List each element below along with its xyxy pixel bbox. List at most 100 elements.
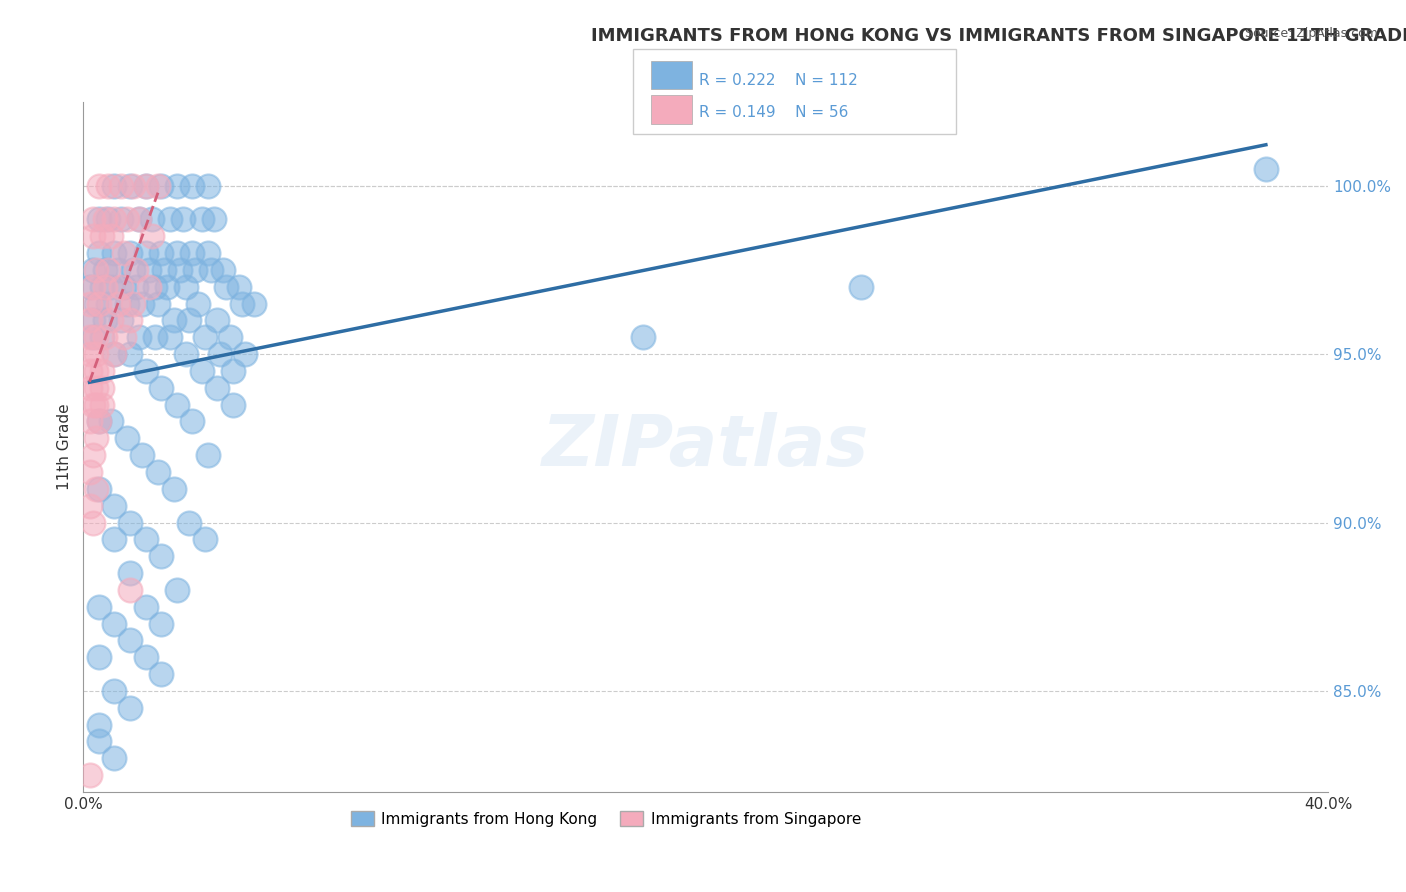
Point (190, 212, 212, 227)
Point (118, 633, 141, 648)
Point (118, 582, 141, 597)
Point (172, 212, 194, 227)
Point (115, 212, 138, 227)
Point (131, 296, 153, 310)
Point (200, 263, 222, 277)
Point (187, 296, 209, 310)
Point (150, 616, 173, 631)
Point (79, 768, 101, 782)
Point (82, 229, 104, 244)
Point (194, 330, 217, 344)
Point (115, 431, 138, 445)
Point (84, 482, 107, 496)
Point (135, 599, 157, 614)
Point (194, 533, 217, 547)
Point (79, 313, 101, 327)
Point (91, 279, 114, 293)
Point (110, 178, 132, 193)
Text: IMMIGRANTS FROM HONG KONG VS IMMIGRANTS FROM SINGAPORE 11TH GRADE CORRELATION CH: IMMIGRANTS FROM HONG KONG VS IMMIGRANTS … (591, 27, 1406, 45)
Point (94, 279, 117, 293)
Point (181, 415, 204, 429)
Point (79, 347, 101, 361)
Point (122, 296, 145, 310)
Point (103, 347, 125, 361)
Point (221, 364, 243, 378)
Point (91, 364, 114, 378)
Point (79, 296, 101, 310)
Point (87, 178, 110, 193)
Point (218, 330, 240, 344)
Point (100, 313, 122, 327)
Point (82, 313, 104, 327)
Point (118, 566, 141, 580)
Legend: Immigrants from Hong Kong, Immigrants from Singapore: Immigrants from Hong Kong, Immigrants fr… (344, 805, 868, 832)
Point (633, 330, 655, 344)
Point (87, 717, 110, 731)
Point (79, 415, 101, 429)
Point (84, 431, 107, 445)
Point (205, 381, 228, 395)
Point (146, 465, 169, 479)
Point (84, 364, 107, 378)
Point (143, 330, 166, 344)
Point (79, 465, 101, 479)
Point (169, 263, 191, 277)
Text: R = 0.222    N = 112: R = 0.222 N = 112 (699, 72, 858, 87)
Text: R = 0.149    N = 56: R = 0.149 N = 56 (699, 105, 848, 120)
Point (177, 516, 200, 530)
Point (205, 313, 228, 327)
Point (135, 364, 157, 378)
Point (181, 246, 204, 260)
Point (94, 330, 117, 344)
Point (128, 212, 150, 227)
Point (87, 212, 110, 227)
Point (215, 279, 238, 293)
Point (184, 263, 207, 277)
Point (110, 279, 132, 293)
Point (87, 482, 110, 496)
Text: ZIPatlas: ZIPatlas (543, 412, 869, 482)
Point (197, 178, 219, 193)
Point (110, 313, 132, 327)
Point (128, 212, 150, 227)
Text: Source: ZipAtlas.com: Source: ZipAtlas.com (1244, 27, 1378, 40)
Point (118, 313, 141, 327)
Point (87, 246, 110, 260)
Point (162, 482, 184, 496)
Point (79, 364, 101, 378)
Point (174, 347, 197, 361)
Point (112, 246, 135, 260)
Point (166, 398, 188, 412)
Point (159, 330, 181, 344)
Point (135, 178, 157, 193)
Point (221, 398, 243, 412)
Point (166, 582, 188, 597)
Point (100, 229, 122, 244)
Point (103, 616, 125, 631)
Point (103, 347, 125, 361)
Point (162, 313, 184, 327)
Point (97, 178, 120, 193)
Y-axis label: 11th Grade: 11th Grade (58, 403, 72, 490)
Point (107, 263, 129, 277)
Point (231, 296, 253, 310)
Point (150, 381, 173, 395)
Point (91, 398, 114, 412)
Point (87, 734, 110, 748)
Point (135, 246, 157, 260)
Point (851, 279, 873, 293)
Point (79, 381, 101, 395)
Point (103, 533, 125, 547)
Point (84, 330, 107, 344)
Point (146, 296, 169, 310)
Point (84, 296, 107, 310)
Point (91, 330, 114, 344)
Point (91, 381, 114, 395)
Point (153, 263, 176, 277)
Point (82, 398, 104, 412)
Point (135, 533, 157, 547)
Point (122, 263, 145, 277)
Point (202, 212, 225, 227)
Point (112, 279, 135, 293)
Point (181, 178, 204, 193)
